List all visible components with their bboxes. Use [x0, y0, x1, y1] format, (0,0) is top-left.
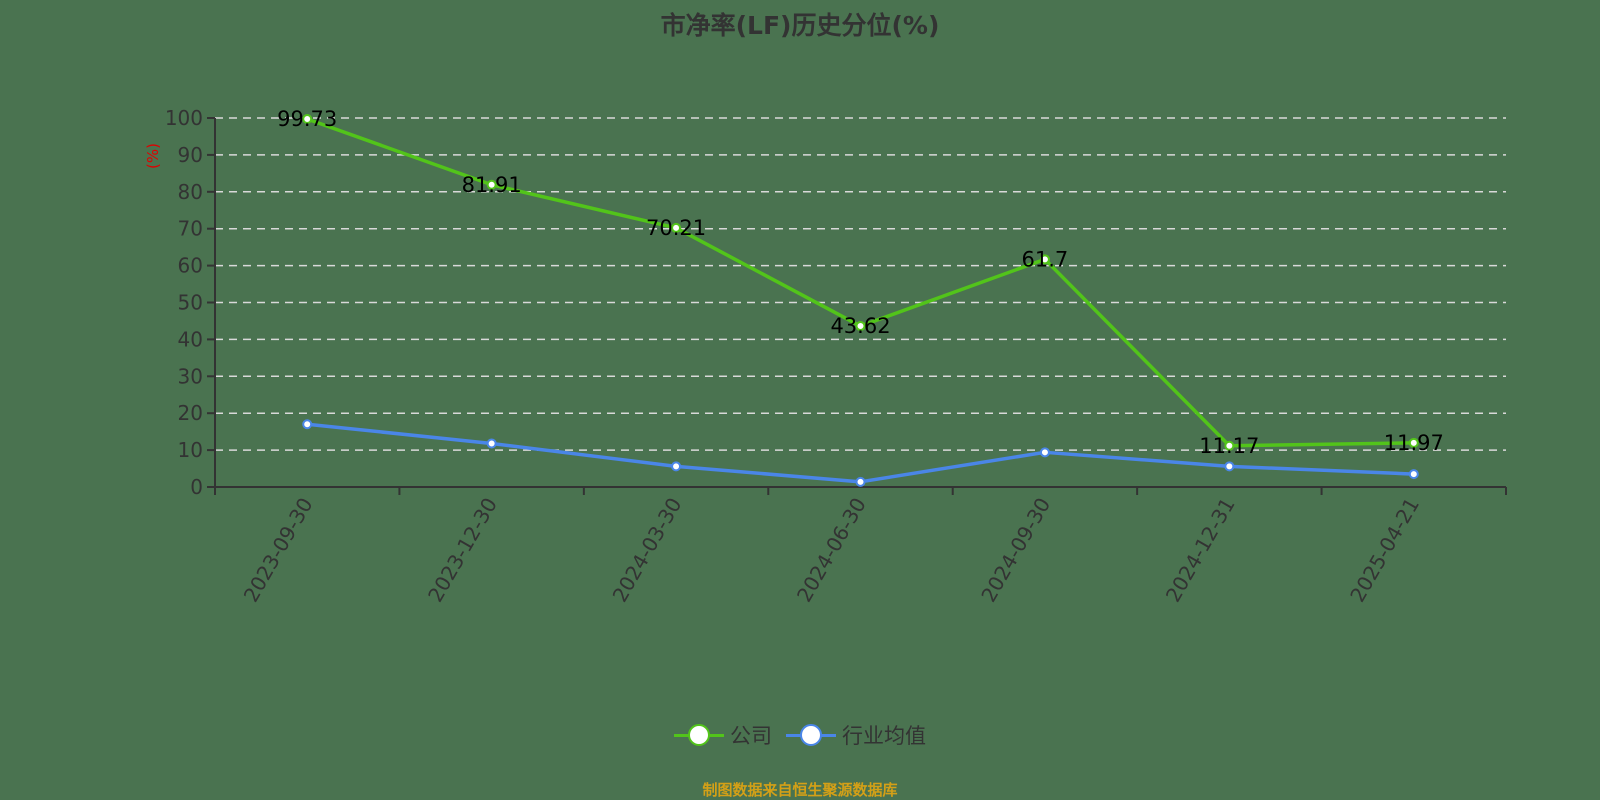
data-point[interactable] [855, 321, 866, 332]
data-point[interactable] [302, 419, 313, 430]
axes: 0 10 20 30 40 50 60 70 80 90 100 2023-09-30 2023-12-… [165, 106, 1507, 607]
data-point[interactable] [486, 438, 497, 449]
y-tick-label: 30 [178, 364, 203, 388]
data-point[interactable] [302, 113, 313, 124]
x-tick-label: 2024-12-31 [1161, 494, 1240, 607]
y-tick-label: 10 [178, 438, 203, 462]
y-tick-label: 20 [178, 401, 203, 425]
data-point[interactable] [671, 222, 682, 233]
y-tick-label: 0 [190, 475, 203, 499]
data-point[interactable] [1039, 447, 1050, 458]
x-tick-label: 2023-12-30 [423, 493, 502, 606]
y-tick-label: 90 [178, 143, 203, 167]
data-labels: 99.73 81.91 70.21 43.62 61.7 11.17 11.97 [277, 107, 1444, 458]
company-line-icon [674, 723, 724, 747]
legend-item-company[interactable]: 公司 [674, 720, 772, 750]
x-tick-label: 2023-09-30 [239, 494, 318, 607]
legend: 公司 行业均值 [0, 720, 1600, 750]
y-tick-label: 50 [178, 291, 203, 315]
data-label: 70.21 [646, 216, 706, 240]
y-tick-label: 40 [178, 327, 203, 351]
data-point[interactable] [855, 476, 866, 487]
x-tick-label: 2024-06-30 [792, 494, 871, 607]
data-point[interactable] [671, 461, 682, 472]
x-tick-label: 2024-09-30 [976, 494, 1055, 607]
industry-avg-line-icon [786, 723, 836, 747]
data-source-note: 制图数据来自恒生聚源数据库 [702, 781, 898, 799]
series-lines [302, 113, 1419, 487]
data-label: 43.62 [830, 314, 890, 338]
x-tick-label: 2024-03-30 [607, 494, 686, 607]
y-tick-label: 60 [178, 254, 203, 278]
data-point[interactable] [1408, 437, 1419, 448]
chart-title: 市净率(LF)历史分位(%) [660, 11, 940, 40]
data-label: 81.91 [462, 173, 522, 197]
data-point[interactable] [1224, 461, 1235, 472]
data-label: 61.7 [1022, 247, 1069, 271]
y-tick-label: 80 [178, 180, 203, 204]
series-line [306, 117, 1414, 448]
y-tick-label: 70 [178, 217, 203, 241]
x-tick-label: 2025-04-21 [1345, 494, 1424, 607]
legend-item-industry-avg[interactable]: 行业均值 [786, 720, 926, 750]
data-point[interactable] [1408, 469, 1419, 480]
gridlines [215, 117, 1506, 451]
y-tick-label: 100 [165, 106, 203, 130]
data-point[interactable] [486, 179, 497, 190]
data-label: 11.17 [1199, 434, 1259, 458]
y-axis-label: (%) [144, 143, 162, 169]
data-point[interactable] [1039, 254, 1050, 265]
legend-label-industry-avg: 行业均值 [842, 724, 926, 748]
data-label: 99.73 [277, 107, 337, 131]
data-label: 11.97 [1384, 431, 1444, 455]
data-point[interactable] [1224, 440, 1235, 451]
legend-label-company: 公司 [730, 724, 772, 748]
